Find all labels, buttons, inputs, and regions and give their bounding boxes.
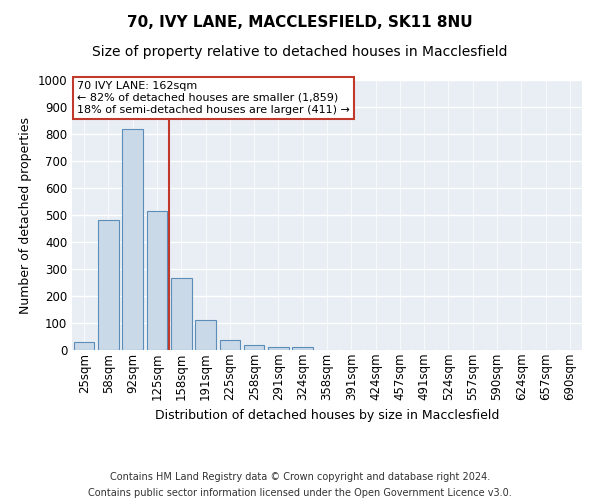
- Text: 70, IVY LANE, MACCLESFIELD, SK11 8NU: 70, IVY LANE, MACCLESFIELD, SK11 8NU: [127, 15, 473, 30]
- Bar: [74, 342, 94, 350]
- Text: 70 IVY LANE: 162sqm
← 82% of detached houses are smaller (1,859)
18% of semi-det: 70 IVY LANE: 162sqm ← 82% of detached ho…: [77, 82, 350, 114]
- Bar: [98, 220, 119, 350]
- Y-axis label: Number of detached properties: Number of detached properties: [19, 116, 32, 314]
- Bar: [244, 344, 265, 350]
- Bar: [292, 347, 313, 350]
- X-axis label: Distribution of detached houses by size in Macclesfield: Distribution of detached houses by size …: [155, 408, 499, 422]
- Text: Contains HM Land Registry data © Crown copyright and database right 2024.: Contains HM Land Registry data © Crown c…: [110, 472, 490, 482]
- Bar: [171, 278, 191, 350]
- Bar: [195, 320, 216, 350]
- Bar: [122, 128, 143, 350]
- Text: Contains public sector information licensed under the Open Government Licence v3: Contains public sector information licen…: [88, 488, 512, 498]
- Bar: [220, 340, 240, 350]
- Text: Size of property relative to detached houses in Macclesfield: Size of property relative to detached ho…: [92, 45, 508, 59]
- Bar: [268, 347, 289, 350]
- Bar: [146, 211, 167, 350]
